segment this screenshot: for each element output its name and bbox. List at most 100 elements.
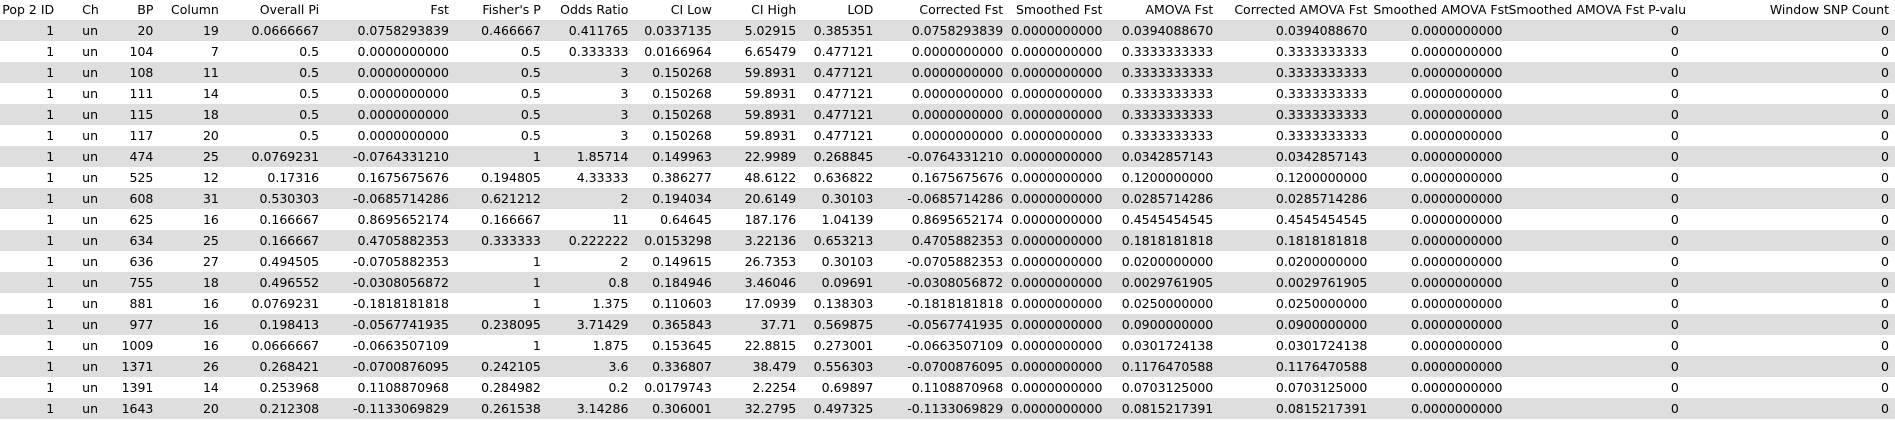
- table-cell: 0.5: [520, 86, 541, 101]
- table-cell: 0.3333333333: [1275, 86, 1368, 101]
- table-cell: 117: [129, 128, 154, 143]
- column-header-odds-ratio[interactable]: Odds Ratio: [546, 0, 635, 20]
- table-cell: 0.365843: [652, 317, 712, 332]
- table-cell: 1: [46, 254, 55, 269]
- table-cell: 115: [129, 107, 154, 122]
- table-row[interactable]: 1 un 1643 20 0.212308 -0.1133069829 0.261538 3.…: [0, 398, 1895, 419]
- table-cell: 0.0000000000: [1411, 317, 1503, 332]
- table-row[interactable]: 1 un 104 7 0.5 0.0000000000 0.5 0.333333 0.01669…: [0, 41, 1895, 62]
- column-header-window-snp-count[interactable]: Window SNP Count: [1684, 0, 1895, 20]
- table-cell: 0.0394088670: [1275, 23, 1368, 38]
- table-row[interactable]: 1 un 115 18 0.5 0.0000000000 0.5 3 0.150268 59.89…: [0, 104, 1895, 125]
- column-header-fisher-s-p[interactable]: Fisher's P: [454, 0, 547, 20]
- table-cell: 0.0000000000: [1010, 338, 1103, 353]
- column-header-smoothed-amova-fst[interactable]: Smoothed AMOVA Fst: [1373, 0, 1509, 20]
- table-cell: 0: [1881, 254, 1889, 269]
- table-row[interactable]: 1 un 634 25 0.166667 0.4705882353 0.333333 0.22…: [0, 230, 1895, 251]
- column-header-corrected-amova-fst[interactable]: Corrected AMOVA Fst: [1219, 0, 1374, 20]
- table-cell: 18: [202, 275, 219, 290]
- column-header-amova-fst[interactable]: AMOVA Fst: [1108, 0, 1220, 20]
- table-cell: -0.1133069829: [353, 401, 449, 416]
- table-cell: 0.0000000000: [1010, 128, 1103, 143]
- table-cell: 0: [1670, 296, 1679, 311]
- table-row[interactable]: 1 un 1009 16 0.0666667 -0.0663507109 1 1.875 0.1…: [0, 335, 1895, 356]
- table-cell: 0: [1881, 107, 1889, 122]
- column-header-pop-2-id[interactable]: Pop 2 ID: [0, 0, 61, 20]
- column-header-ci-high[interactable]: CI High: [717, 0, 803, 20]
- table-cell: 0.0000000000: [1010, 233, 1103, 248]
- table-cell: 0.3333333333: [1121, 86, 1214, 101]
- table-cell: 22.8815: [744, 338, 797, 353]
- table-cell: 0: [1881, 275, 1889, 290]
- table-cell: 0.0000000000: [1411, 107, 1503, 122]
- column-header-lod[interactable]: LOD: [802, 0, 880, 20]
- table-row[interactable]: 1 un 474 25 0.0769231 -0.0764331210 1 1.85714 0.…: [0, 146, 1895, 167]
- table-cell: 59.8931: [744, 65, 797, 80]
- table-row[interactable]: 1 un 608 31 0.530303 -0.0685714286 0.621212 2 0.…: [0, 188, 1895, 209]
- table-cell: 0.1818181818: [1275, 233, 1368, 248]
- table-cell: 0.166667: [481, 212, 541, 227]
- table-cell: -0.0705882353: [353, 254, 449, 269]
- table-cell: 0: [1670, 380, 1679, 395]
- column-header-smoothed-fst[interactable]: Smoothed Fst: [1009, 0, 1109, 20]
- table-cell: 0.69897: [821, 380, 874, 395]
- table-cell: 0.4545454545: [1275, 212, 1368, 227]
- column-header-corrected-fst[interactable]: Corrected Fst: [879, 0, 1010, 20]
- table-cell: 0: [1670, 359, 1679, 374]
- table-row[interactable]: 1 un 1371 26 0.268421 -0.0700876095 0.242105 3.…: [0, 356, 1895, 377]
- table-cell: 32.2795: [744, 401, 797, 416]
- table-cell: un: [82, 191, 99, 206]
- table-cell: 0.268845: [813, 149, 874, 164]
- table-cell: 59.8931: [744, 86, 797, 101]
- table-row[interactable]: 1 un 111 14 0.5 0.0000000000 0.5 3 0.150268 59.89…: [0, 83, 1895, 104]
- table-cell: 0: [1881, 380, 1889, 395]
- table-cell: 48.6122: [744, 170, 797, 185]
- table-row[interactable]: 1 un 881 16 0.0769231 -0.1818181818 1 1.375 0.11…: [0, 293, 1895, 314]
- column-header-chr[interactable]: Chr: [60, 0, 101, 20]
- table-cell: 0.4545454545: [1121, 212, 1214, 227]
- table-cell: 1: [532, 275, 541, 290]
- table-cell: 12: [202, 170, 219, 185]
- table-row[interactable]: 1 un 755 18 0.496552 -0.0308056872 1 0.8 0.18494…: [0, 272, 1895, 293]
- table-cell: 0: [1670, 254, 1679, 269]
- table-cell: 1391: [121, 380, 154, 395]
- table-cell: un: [82, 149, 99, 164]
- table-cell: 0: [1881, 317, 1889, 332]
- table-row[interactable]: 1 un 625 16 0.166667 0.8695652174 0.166667 11 0.…: [0, 209, 1895, 230]
- column-header-overall-pi[interactable]: Overall Pi: [224, 0, 326, 20]
- table-row[interactable]: 1 un 20 19 0.0666667 0.0758293839 0.466667 0.41…: [0, 20, 1895, 41]
- table-cell: 0.0166964: [644, 44, 712, 59]
- column-header-ci-low[interactable]: CI Low: [634, 0, 718, 20]
- table-cell: 0.138303: [813, 296, 874, 311]
- table-cell: 1371: [121, 359, 154, 374]
- table-row[interactable]: 1 un 108 11 0.5 0.0000000000 0.5 3 0.150268 59.89…: [0, 62, 1895, 83]
- column-header-smoothed-amova-fst-p-value[interactable]: Smoothed AMOVA Fst P-value: [1508, 0, 1685, 20]
- table-cell: 0.0000000000: [1411, 233, 1503, 248]
- table-cell: 20: [202, 401, 219, 416]
- table-row[interactable]: 1 un 525 12 0.17316 0.1675675676 0.194805 4.333…: [0, 167, 1895, 188]
- column-header-fst[interactable]: Fst: [325, 0, 455, 20]
- table-cell: 0: [1881, 233, 1889, 248]
- table-row[interactable]: 1 un 636 27 0.494505 -0.0705882353 1 2 0.149615 2…: [0, 251, 1895, 272]
- table-row[interactable]: 1 un 1391 14 0.253968 0.1108870968 0.284982 0.2…: [0, 377, 1895, 398]
- table-cell: 0.09691: [821, 275, 874, 290]
- table-cell: 0: [1670, 128, 1679, 143]
- table-cell: 755: [129, 275, 154, 290]
- table-cell: 0.5: [520, 107, 541, 122]
- table-row[interactable]: 1 un 977 16 0.198413 -0.0567741935 0.238095 3.7…: [0, 314, 1895, 335]
- table-row[interactable]: 1 un 117 20 0.5 0.0000000000 0.5 3 0.150268 59.89…: [0, 125, 1895, 146]
- table-cell: 1: [46, 86, 55, 101]
- table-cell: -0.0567741935: [907, 317, 1004, 332]
- table-cell: un: [82, 86, 99, 101]
- table-cell: 0.0000000000: [357, 128, 449, 143]
- table-cell: 1: [46, 191, 55, 206]
- table-cell: 0.653213: [813, 233, 874, 248]
- table-cell: 1: [532, 149, 541, 164]
- table-cell: 4.33333: [576, 170, 629, 185]
- column-header-column[interactable]: Column: [159, 0, 225, 20]
- table-cell: 25: [202, 233, 219, 248]
- table-cell: un: [82, 233, 99, 248]
- table-cell: 16: [202, 317, 219, 332]
- column-header-bp[interactable]: BP: [100, 0, 160, 20]
